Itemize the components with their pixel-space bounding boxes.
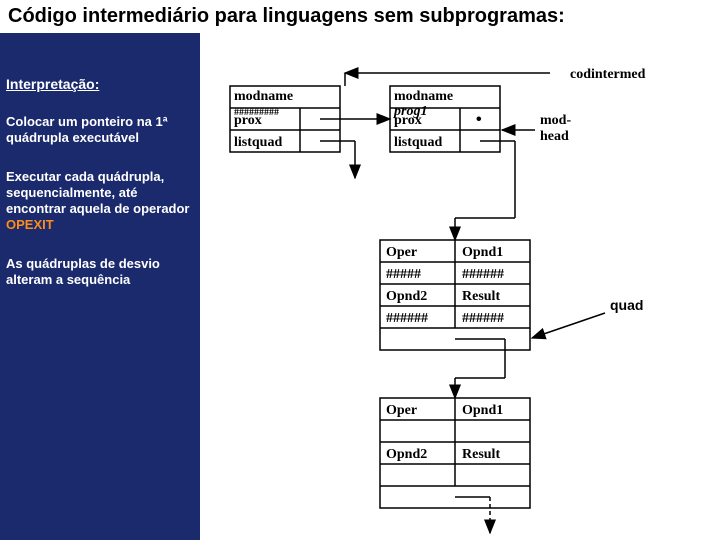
- interp-heading: Interpretação:: [6, 76, 194, 92]
- opexit-keyword: OPEXIT: [6, 217, 54, 232]
- qa-result-v: ######: [462, 311, 504, 326]
- qa-result: Result: [462, 289, 500, 304]
- qa-oper: Oper: [386, 245, 417, 260]
- modA-listquad-lbl: listquad: [234, 135, 282, 150]
- sidebar: Interpretação: Colocar um ponteiro na 1ª…: [0, 0, 200, 540]
- para-2-text: Executar cada quádrupla, sequencialmente…: [6, 169, 190, 217]
- qb-opnd1: Opnd1: [462, 403, 503, 418]
- qa-opnd2-v: ######: [386, 311, 428, 326]
- para-1: Colocar um ponteiro na 1ª quádrupla exec…: [6, 114, 194, 147]
- qa-opnd1-v: ######: [462, 267, 504, 282]
- quad-b: Oper Opnd1 Opnd2 Result: [380, 398, 530, 508]
- codintermed-label: codintermed: [570, 67, 646, 82]
- modB-listquad-lbl: listquad: [394, 135, 442, 150]
- qa-oper-v: #####: [386, 267, 421, 282]
- quad-a: Oper Opnd1 ##### ###### Opnd2 Result ###…: [380, 240, 530, 350]
- qb-opnd2: Opnd2: [386, 447, 427, 462]
- para-2: Executar cada quádrupla, sequencialmente…: [6, 169, 194, 234]
- qa-opnd2: Opnd2: [386, 289, 427, 304]
- modA-prox-lbl: prox: [234, 113, 262, 128]
- module-b: modname prog1 prox listquad •: [390, 86, 500, 152]
- quad-arrow: [532, 313, 605, 338]
- qb-oper: Oper: [386, 403, 417, 418]
- page-title: Código intermediário para linguagens sem…: [0, 0, 720, 33]
- modB-modname-lbl: modname: [394, 89, 453, 104]
- modB-prox-lbl: prox: [394, 113, 422, 128]
- diagram-area: codintermed modname ######### prox listq…: [200, 58, 720, 540]
- qb-result: Result: [462, 447, 500, 462]
- para-3: As quádruplas de desvio alteram a sequên…: [6, 256, 194, 289]
- qa-opnd1: Opnd1: [462, 245, 503, 260]
- modhead-label-1: mod-: [540, 113, 571, 128]
- diagram-svg: codintermed modname ######### prox listq…: [200, 58, 720, 540]
- quad-label: quad: [610, 297, 643, 313]
- modA-modname-lbl: modname: [234, 89, 293, 104]
- modB-prox-dot: •: [476, 111, 482, 128]
- modhead-label-2: head: [540, 129, 569, 144]
